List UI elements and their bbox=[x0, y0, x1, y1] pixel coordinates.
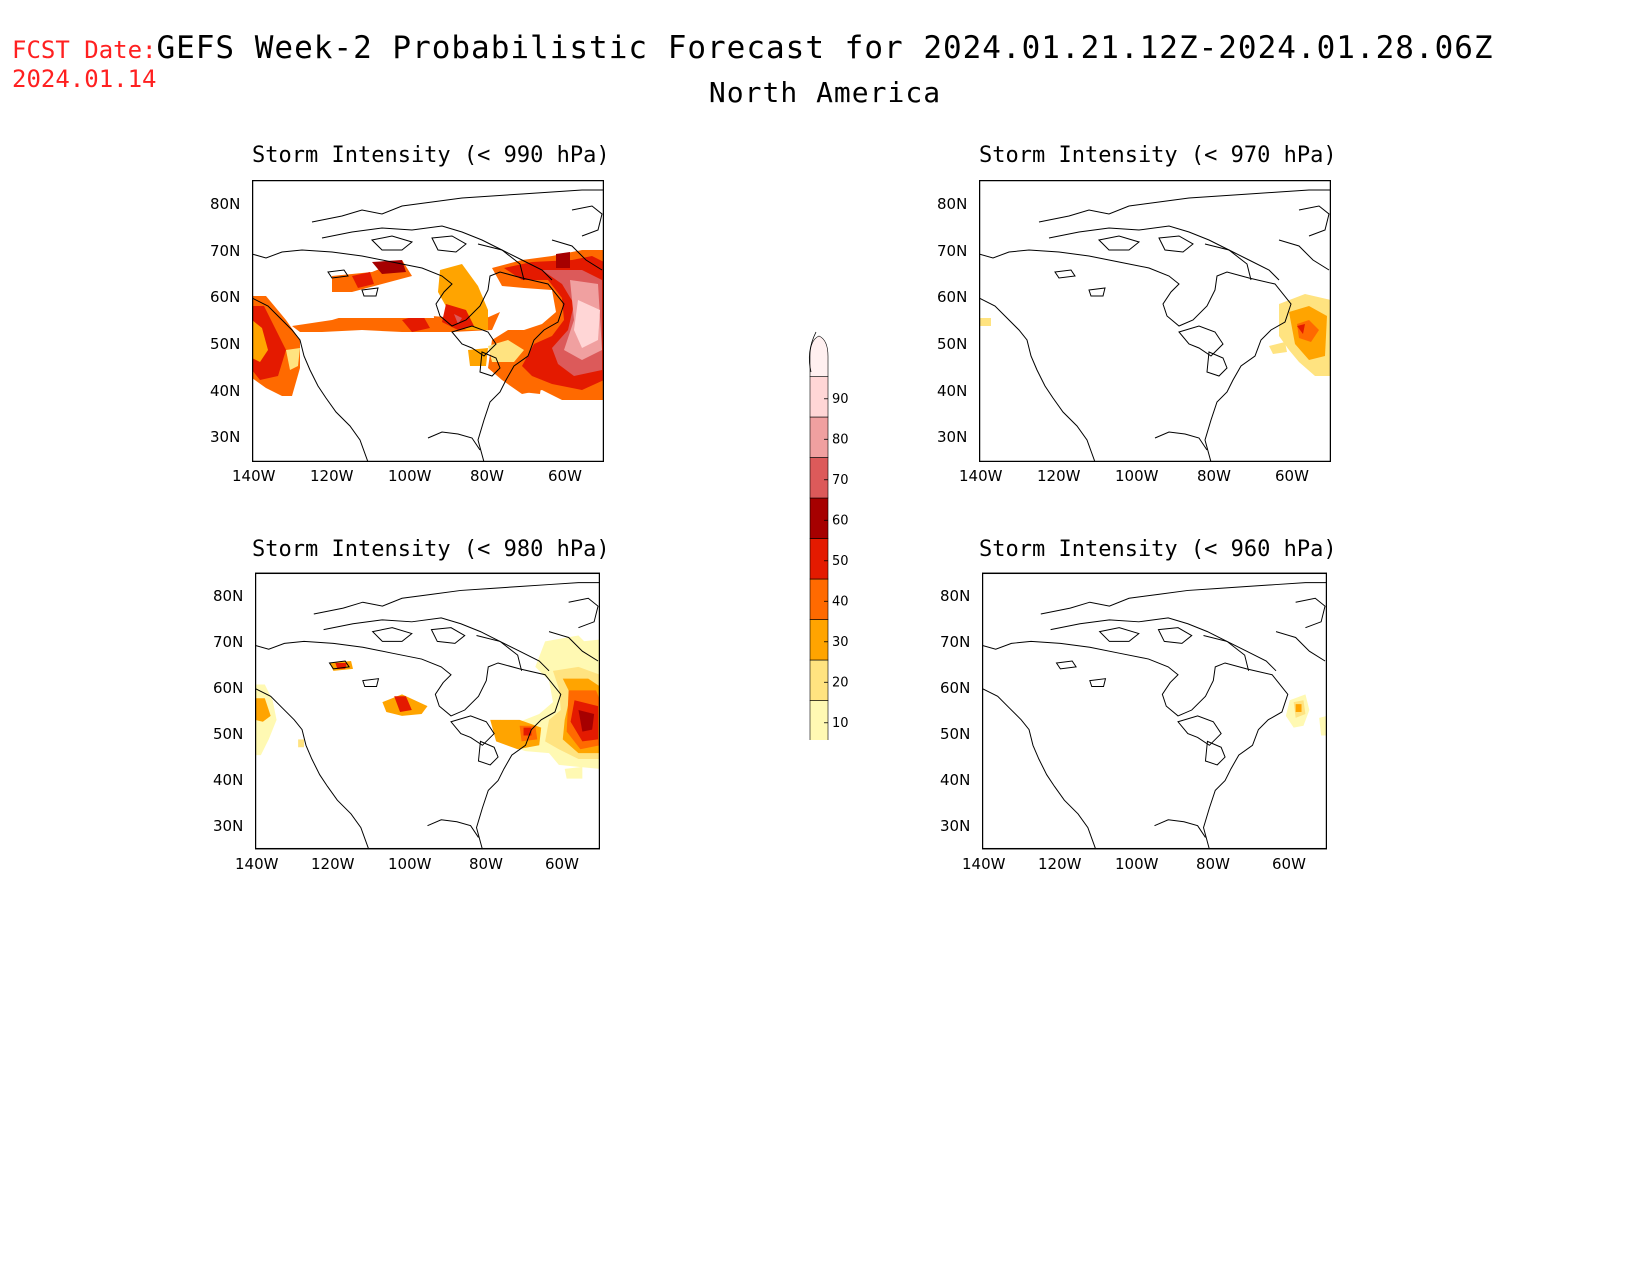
lat-label: 30N bbox=[940, 817, 971, 835]
colorbar-level-label: 20 bbox=[832, 675, 849, 690]
probability-shading bbox=[1285, 694, 1327, 736]
colorbar-level-label: 50 bbox=[832, 554, 849, 569]
map-970hpa bbox=[979, 180, 1331, 462]
map-980hpa bbox=[255, 572, 600, 850]
lat-label: 50N bbox=[937, 335, 968, 353]
probability-shading bbox=[252, 250, 604, 400]
panel-title: Storm Intensity (< 960 hPa) bbox=[979, 537, 1337, 562]
main-title: GEFS Week-2 Probabilistic Forecast for 2… bbox=[156, 30, 1494, 66]
lon-label: 80W bbox=[470, 467, 504, 485]
lon-label: 120W bbox=[311, 855, 355, 873]
main-subtitle: North America bbox=[708, 76, 942, 109]
lon-label: 100W bbox=[388, 855, 432, 873]
lon-label: 120W bbox=[1038, 855, 1082, 873]
lat-label: 60N bbox=[213, 679, 244, 697]
lat-label: 40N bbox=[937, 382, 968, 400]
lat-label: 50N bbox=[213, 725, 244, 743]
lon-label: 60W bbox=[1272, 855, 1306, 873]
lon-label: 100W bbox=[1115, 467, 1159, 485]
map-960hpa bbox=[982, 572, 1327, 850]
colorbar-level-label: 60 bbox=[832, 513, 849, 528]
lat-label: 70N bbox=[210, 242, 241, 260]
map-frame bbox=[982, 572, 1327, 850]
lat-label: 50N bbox=[940, 725, 971, 743]
forecast-date: FCST Date: 2024.01.14 bbox=[12, 36, 157, 94]
coastlines bbox=[252, 189, 604, 462]
lon-label: 140W bbox=[232, 467, 276, 485]
coastlines bbox=[982, 582, 1327, 850]
lon-label: 140W bbox=[962, 855, 1006, 873]
colorbar-swatch bbox=[809, 578, 829, 620]
colorbar-level-label: 90 bbox=[832, 392, 849, 407]
colorbar-swatch bbox=[809, 497, 829, 539]
lon-label: 120W bbox=[1037, 467, 1081, 485]
lat-label: 50N bbox=[210, 335, 241, 353]
colorbar-swatch bbox=[809, 376, 829, 418]
lon-label: 80W bbox=[1197, 467, 1231, 485]
lat-label: 70N bbox=[213, 633, 244, 651]
coastlines bbox=[979, 189, 1331, 462]
lon-label: 100W bbox=[388, 467, 432, 485]
panel-title: Storm Intensity (< 970 hPa) bbox=[979, 143, 1337, 168]
colorbar-level-label: 70 bbox=[832, 473, 849, 488]
map-frame bbox=[979, 180, 1331, 462]
map-990hpa bbox=[252, 180, 604, 462]
coastlines bbox=[255, 582, 600, 850]
lon-label: 140W bbox=[959, 467, 1003, 485]
lat-label: 70N bbox=[937, 242, 968, 260]
colorbar-level-label: 40 bbox=[832, 594, 849, 609]
lon-label: 80W bbox=[1196, 855, 1230, 873]
lat-label: 80N bbox=[937, 195, 968, 213]
lat-label: 30N bbox=[213, 817, 244, 835]
panel-title: Storm Intensity (< 980 hPa) bbox=[252, 537, 610, 562]
probability-shading bbox=[979, 294, 1331, 376]
colorbar-level-label: 30 bbox=[832, 635, 849, 650]
lon-label: 100W bbox=[1115, 855, 1159, 873]
panel-title: Storm Intensity (< 990 hPa) bbox=[252, 143, 610, 168]
colorbar-end-curve bbox=[808, 331, 817, 373]
probability-shading bbox=[255, 635, 600, 779]
colorbar-swatch bbox=[809, 700, 829, 740]
lon-label: 60W bbox=[545, 855, 579, 873]
lon-label: 120W bbox=[310, 467, 354, 485]
colorbar-swatch bbox=[809, 538, 829, 580]
lon-label: 80W bbox=[469, 855, 503, 873]
lon-label: 60W bbox=[548, 467, 582, 485]
lon-label: 140W bbox=[235, 855, 279, 873]
lat-label: 80N bbox=[940, 587, 971, 605]
colorbar-swatch bbox=[809, 619, 829, 661]
map-frame bbox=[255, 572, 600, 850]
lat-label: 60N bbox=[940, 679, 971, 697]
colorbar-level-label: 10 bbox=[832, 716, 849, 731]
colorbar: 10 20 30 40 50 60 70 80 90 bbox=[808, 331, 849, 740]
colorbar-level-label: 80 bbox=[832, 432, 849, 447]
lat-label: 70N bbox=[940, 633, 971, 651]
lat-label: 60N bbox=[210, 288, 241, 306]
lon-label: 60W bbox=[1275, 467, 1309, 485]
lat-label: 80N bbox=[213, 587, 244, 605]
lat-label: 30N bbox=[937, 428, 968, 446]
lat-label: 40N bbox=[213, 771, 244, 789]
colorbar-swatch bbox=[809, 659, 829, 701]
colorbar-swatch bbox=[809, 457, 829, 499]
colorbar-swatch bbox=[809, 416, 829, 458]
forecast-date-value: 2024.01.14 bbox=[12, 65, 157, 93]
forecast-date-label: FCST Date: bbox=[12, 36, 157, 64]
lat-label: 60N bbox=[937, 288, 968, 306]
map-frame bbox=[252, 180, 604, 462]
lat-label: 80N bbox=[210, 195, 241, 213]
lat-label: 40N bbox=[210, 382, 241, 400]
lat-label: 40N bbox=[940, 771, 971, 789]
colorbar-swatch bbox=[809, 335, 829, 377]
lat-label: 30N bbox=[210, 428, 241, 446]
